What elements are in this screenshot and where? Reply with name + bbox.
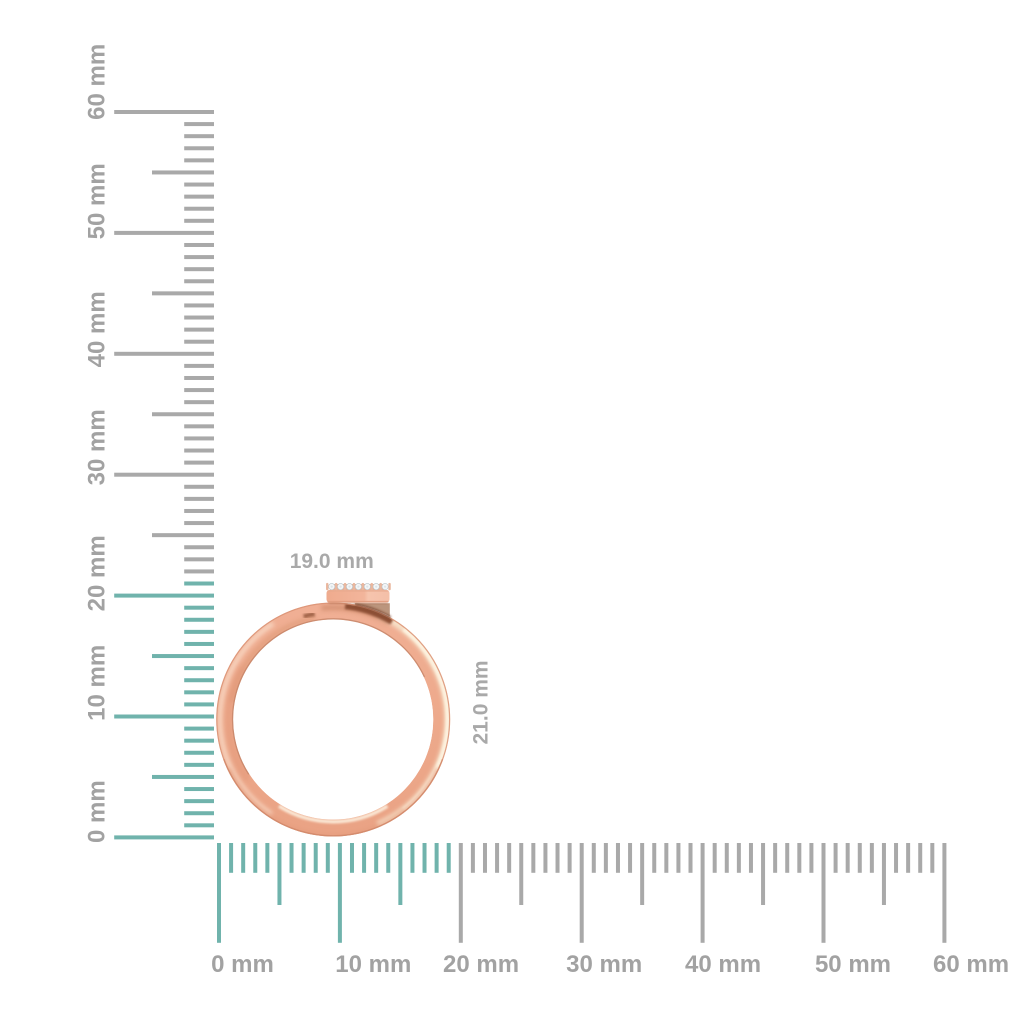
svg-text:21.0 mm: 21.0 mm	[470, 660, 493, 744]
svg-text:30 mm: 30 mm	[84, 409, 111, 485]
svg-text:30 mm: 30 mm	[566, 951, 642, 978]
svg-text:60 mm: 60 mm	[933, 951, 1009, 978]
svg-text:0 mm: 0 mm	[211, 951, 274, 978]
svg-text:10 mm: 10 mm	[335, 951, 411, 978]
svg-text:60 mm: 60 mm	[84, 44, 111, 120]
svg-text:40 mm: 40 mm	[84, 291, 111, 367]
svg-text:40 mm: 40 mm	[685, 951, 761, 978]
svg-text:50 mm: 50 mm	[84, 163, 111, 239]
svg-text:20 mm: 20 mm	[443, 951, 519, 978]
svg-text:0 mm: 0 mm	[84, 780, 111, 843]
svg-text:10 mm: 10 mm	[84, 645, 111, 721]
svg-text:20 mm: 20 mm	[84, 535, 111, 611]
svg-text:50 mm: 50 mm	[815, 951, 891, 978]
svg-text:19.0 mm: 19.0 mm	[290, 550, 374, 573]
